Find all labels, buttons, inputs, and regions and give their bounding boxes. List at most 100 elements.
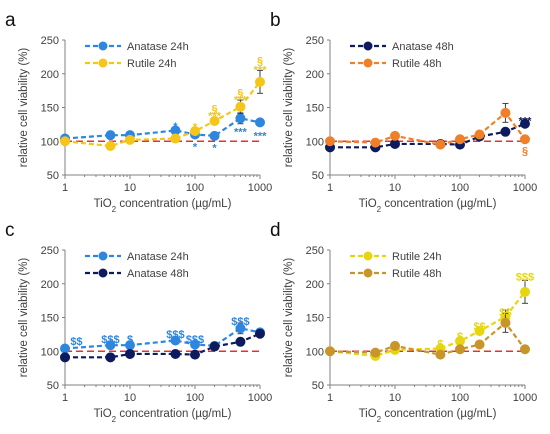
series-line [64,327,261,350]
legend: Anatase 24h Rutile 24h [85,41,189,70]
panel-label: d [270,220,281,241]
x-tick-label: 10 [389,392,401,404]
y-tick-label: 250 [41,35,59,47]
data-point [209,130,220,141]
significance-annotation: § [257,56,263,68]
x-tick-label: 10 [124,182,136,194]
legend-label: Rutile 48h [392,268,442,280]
data-point [235,323,246,334]
series-rutile-24h [60,69,265,151]
y-tick-label: 150 [41,313,59,325]
data-point [170,133,181,144]
significance-annotation: *** [254,64,268,76]
data-point [235,101,246,112]
series-rutile-48h [325,312,530,360]
data-point [235,336,246,347]
data-point [520,118,530,129]
y-tick-label: 200 [306,69,324,81]
y-tick-label: 100 [41,346,59,358]
significance-annotation: * [193,122,198,134]
data-point [520,344,530,355]
significance-annotation: *** [519,116,533,128]
significance-annotation: $$ [473,321,485,333]
legend: Anatase 24h Anatase 48h [85,251,189,280]
x-tick-label: 100 [451,392,469,404]
significance-annotation: *** [254,131,268,143]
legend-marker [363,58,373,68]
series-line [65,332,261,359]
data-point [60,343,70,354]
legend-marker [98,58,108,68]
data-point [60,352,70,363]
legend-marker [98,41,108,51]
y-tick-label: 50 [47,170,59,182]
data-point [105,140,116,151]
data-point [520,134,530,145]
significance-annotation: $$$ [101,334,119,346]
data-point [474,129,485,140]
chart-panel-c: 50 100 150 200 250 1 10 100 1000 TiO2 concentrati… [5,220,272,424]
x-axis-label: TiO2 concentration (µg/mL) [94,198,232,214]
y-tick-label: 250 [41,245,59,257]
y-tick-label: 50 [312,380,324,392]
data-point [370,137,381,148]
legend-label: Anatase 48h [127,268,189,280]
panel-label: b [270,10,281,31]
x-tick-label: 1 [62,392,68,404]
legend-label: Anatase 24h [127,251,189,263]
series-anatase-48h [325,118,530,153]
series-rutile-24h [325,279,530,361]
series-line [330,122,526,149]
y-axis-label: relative cell viability (%) [18,48,30,168]
legend-marker [363,268,373,278]
x-tick-label: 1 [62,182,68,194]
x-tick-label: 100 [186,182,204,194]
legend-marker [363,251,373,261]
series-line [329,291,526,358]
chart-panel-b: 50 100 150 200 250 1 10 100 1000 TiO2 concentrati… [270,10,537,214]
panel-label: c [5,220,15,241]
x-tick-label: 1000 [513,182,537,194]
y-tick-label: 150 [41,103,59,115]
legend-label: Anatase 24h [127,41,189,53]
data-point [105,340,116,351]
data-point [60,136,70,147]
data-point [455,344,465,355]
significance-annotation: § [237,87,243,99]
significance-annotation: $$ [499,307,511,319]
significance-annotation: * [173,121,178,133]
chart-panel-a: 50 100 150 200 250 1 10 100 1000 TiO2 concentrati… [5,10,272,214]
panel-label: a [5,10,16,31]
y-tick-label: 50 [47,380,59,392]
x-tick-label: 100 [451,182,469,194]
y-tick-label: 200 [41,279,59,291]
y-axis-label: relative cell viability (%) [283,48,295,168]
data-point [125,134,135,145]
legend-label: Anatase 48h [392,41,454,53]
data-point [390,130,400,141]
significance-annotation: $$$ [516,272,534,284]
data-point [474,326,485,336]
legend-marker [98,268,108,278]
data-point [255,328,265,339]
x-axis-label: TiO2 concentration (µg/mL) [359,408,497,424]
significance-annotation: § [522,145,528,157]
data-point [325,346,335,357]
data-point [209,116,220,126]
data-point [500,317,511,328]
series-line [64,81,261,148]
y-tick-label: 100 [41,136,59,148]
significance-annotation: $ [457,331,463,343]
data-point [190,126,200,137]
data-point [500,126,511,137]
x-tick-label: 1000 [248,182,272,194]
significance-annotation: $ [127,334,133,346]
legend-marker [98,251,108,261]
legend-label: Rutile 24h [127,58,177,70]
y-tick-label: 50 [312,170,324,182]
series-line [329,111,526,146]
x-tick-label: 100 [186,392,204,404]
data-point [435,349,446,360]
legend: Rutile 24h Rutile 48h [350,251,442,280]
y-axis-label: relative cell viability (%) [18,258,30,378]
